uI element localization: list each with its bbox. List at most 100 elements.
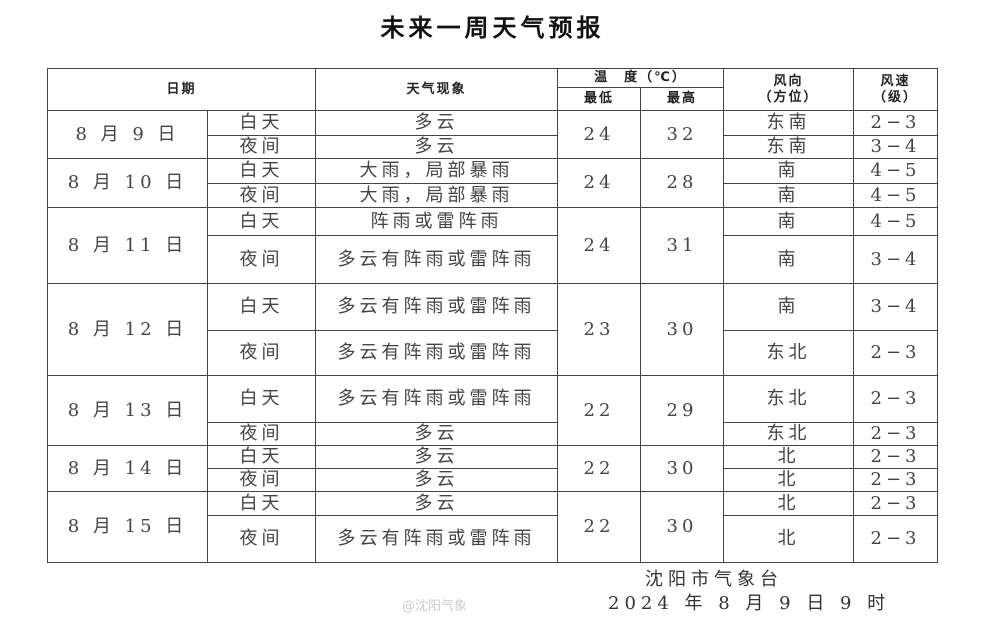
wind-speed-cell: 2−3 bbox=[853, 422, 938, 446]
period-cell: 夜间 bbox=[207, 330, 316, 376]
min-temp-cell: 24 bbox=[557, 110, 641, 159]
table-row: 夜间 多云 北 2−3 bbox=[48, 468, 938, 492]
period-cell: 白天 bbox=[207, 110, 316, 136]
wind-speed-cell: 3−4 bbox=[853, 135, 938, 159]
wind-speed-cell: 3−4 bbox=[853, 235, 938, 284]
max-temp-cell: 32 bbox=[640, 110, 724, 159]
wind-speed-cell: 2−3 bbox=[853, 330, 938, 376]
wind-direction-cell: 东北 bbox=[723, 422, 854, 446]
wind-speed-cell: 4−5 bbox=[853, 207, 938, 236]
header-max: 最高 bbox=[640, 87, 724, 111]
weather-cell: 多云 bbox=[315, 445, 558, 469]
weather-cell: 多云有阵雨或雷阵雨 bbox=[315, 330, 558, 376]
issuer: 沈阳市气象台 bbox=[645, 569, 783, 590]
wind-speed-cell: 2−3 bbox=[853, 468, 938, 492]
table-row: 夜间 多云 东南 3−4 bbox=[48, 135, 938, 159]
date-cell: 8 月 13 日 bbox=[47, 375, 208, 446]
wind-speed-cell: 3−4 bbox=[853, 283, 938, 331]
wind-speed-cell: 2−3 bbox=[853, 491, 938, 516]
date-cell: 8 月 11 日 bbox=[47, 207, 208, 284]
watermark: @沈阳气象 bbox=[402, 599, 468, 614]
forecast-table: 日期 天气现象 温 度（℃） 风向 （方位） 风速 （级） 最低 最高 8 月 … bbox=[47, 68, 938, 563]
wind-speed-cell: 2−3 bbox=[853, 445, 938, 469]
wind-speed-cell: 4−5 bbox=[853, 183, 938, 208]
wind-direction-cell: 东北 bbox=[723, 375, 854, 423]
weather-cell: 大雨，局部暴雨 bbox=[315, 158, 558, 184]
wind-direction-cell: 南 bbox=[723, 158, 854, 184]
max-temp-cell: 30 bbox=[640, 445, 724, 492]
period-cell: 夜间 bbox=[207, 235, 316, 284]
date-cell: 8 月 14 日 bbox=[47, 445, 208, 492]
max-temp-cell: 31 bbox=[640, 207, 724, 284]
min-temp-cell: 22 bbox=[557, 445, 641, 492]
weather-cell: 大雨，局部暴雨 bbox=[315, 183, 558, 208]
wind-speed-cell: 2−3 bbox=[853, 110, 938, 136]
weather-cell: 多云有阵雨或雷阵雨 bbox=[315, 235, 558, 284]
period-cell: 白天 bbox=[207, 283, 316, 331]
issue-datetime: 2024 年 8 月 9 日 9 时 bbox=[608, 593, 891, 614]
table-row: 8 月 13 日白天 多云有阵雨或雷阵雨 22 29 东北 2−3 bbox=[47, 375, 938, 446]
table-row: 8 月 10 日白天 大雨，局部暴雨 24 28 南 4−5 bbox=[47, 158, 938, 208]
table-row: 8 月 11 日白天 阵雨或雷阵雨 24 31 南 4−5 bbox=[47, 207, 938, 284]
table-row: 8 月 14 日白天 多云 22 30 北 2−3 bbox=[47, 445, 938, 492]
table-row: 8 月 15 日白天 多云 22 30 北 2−3 bbox=[47, 491, 938, 563]
weather-cell: 多云有阵雨或雷阵雨 bbox=[315, 375, 558, 423]
weather-cell: 多云有阵雨或雷阵雨 bbox=[315, 515, 558, 563]
period-cell: 白天 bbox=[207, 491, 316, 516]
table-row: 夜间 多云有阵雨或雷阵雨 东北 2−3 bbox=[48, 330, 938, 376]
period-cell: 夜间 bbox=[207, 468, 316, 492]
date-cell: 8 月 15 日 bbox=[47, 491, 208, 563]
min-temp-cell: 22 bbox=[557, 491, 641, 563]
header-date: 日期 bbox=[47, 68, 316, 111]
date-cell: 8 月 9 日 bbox=[47, 110, 208, 159]
header-temp: 温 度（℃） bbox=[557, 68, 724, 88]
period-cell: 夜间 bbox=[207, 422, 316, 446]
header-min: 最低 bbox=[557, 87, 641, 111]
page-title: 未来一周天气预报 bbox=[380, 14, 605, 42]
wind-speed-cell: 2−3 bbox=[853, 375, 938, 423]
wind-direction-cell: 南 bbox=[723, 183, 854, 208]
date-cell: 8 月 10 日 bbox=[47, 158, 208, 208]
period-cell: 夜间 bbox=[207, 183, 316, 208]
weather-cell: 多云 bbox=[315, 491, 558, 516]
weather-cell: 多云 bbox=[315, 110, 558, 136]
weather-cell: 多云 bbox=[315, 135, 558, 159]
wind-direction-cell: 东南 bbox=[723, 110, 854, 136]
period-cell: 白天 bbox=[207, 158, 316, 184]
table-row: 8 月 9 日白天 多云 24 32 东南 2−3 bbox=[47, 110, 938, 159]
table-row: 8 月 12 日白天 多云有阵雨或雷阵雨 23 30 南 3−4 bbox=[47, 283, 938, 376]
weather-cell: 阵雨或雷阵雨 bbox=[315, 207, 558, 236]
max-temp-cell: 28 bbox=[640, 158, 724, 208]
wind-direction-cell: 东南 bbox=[723, 135, 854, 159]
max-temp-cell: 30 bbox=[640, 491, 724, 563]
table-row: 夜间 大雨，局部暴雨 南 4−5 bbox=[48, 183, 938, 208]
wind-direction-cell: 南 bbox=[723, 235, 854, 284]
min-temp-cell: 23 bbox=[557, 283, 641, 376]
wind-direction-cell: 南 bbox=[723, 283, 854, 331]
weather-cell: 多云有阵雨或雷阵雨 bbox=[315, 283, 558, 331]
header-weather: 天气现象 bbox=[315, 68, 558, 111]
weather-cell: 多云 bbox=[315, 422, 558, 446]
wind-direction-cell: 北 bbox=[723, 468, 854, 492]
min-temp-cell: 24 bbox=[557, 158, 641, 208]
min-temp-cell: 22 bbox=[557, 375, 641, 446]
table-row: 夜间 多云有阵雨或雷阵雨 南 3−4 bbox=[48, 235, 938, 284]
header-wind-speed: 风速 （级） bbox=[853, 68, 938, 111]
wind-direction-cell: 北 bbox=[723, 445, 854, 469]
wind-direction-cell: 北 bbox=[723, 515, 854, 563]
weather-cell: 多云 bbox=[315, 468, 558, 492]
table-row: 夜间 多云有阵雨或雷阵雨 北 2−3 bbox=[48, 515, 938, 563]
wind-speed-cell: 4−5 bbox=[853, 158, 938, 184]
header-wind-direction: 风向 （方位） bbox=[723, 68, 854, 111]
max-temp-cell: 30 bbox=[640, 283, 724, 376]
period-cell: 夜间 bbox=[207, 515, 316, 563]
period-cell: 白天 bbox=[207, 207, 316, 236]
wind-speed-cell: 2−3 bbox=[853, 515, 938, 563]
date-cell: 8 月 12 日 bbox=[47, 283, 208, 376]
max-temp-cell: 29 bbox=[640, 375, 724, 446]
min-temp-cell: 24 bbox=[557, 207, 641, 284]
wind-direction-cell: 南 bbox=[723, 207, 854, 236]
wind-direction-cell: 北 bbox=[723, 491, 854, 516]
period-cell: 夜间 bbox=[207, 135, 316, 159]
period-cell: 白天 bbox=[207, 445, 316, 469]
